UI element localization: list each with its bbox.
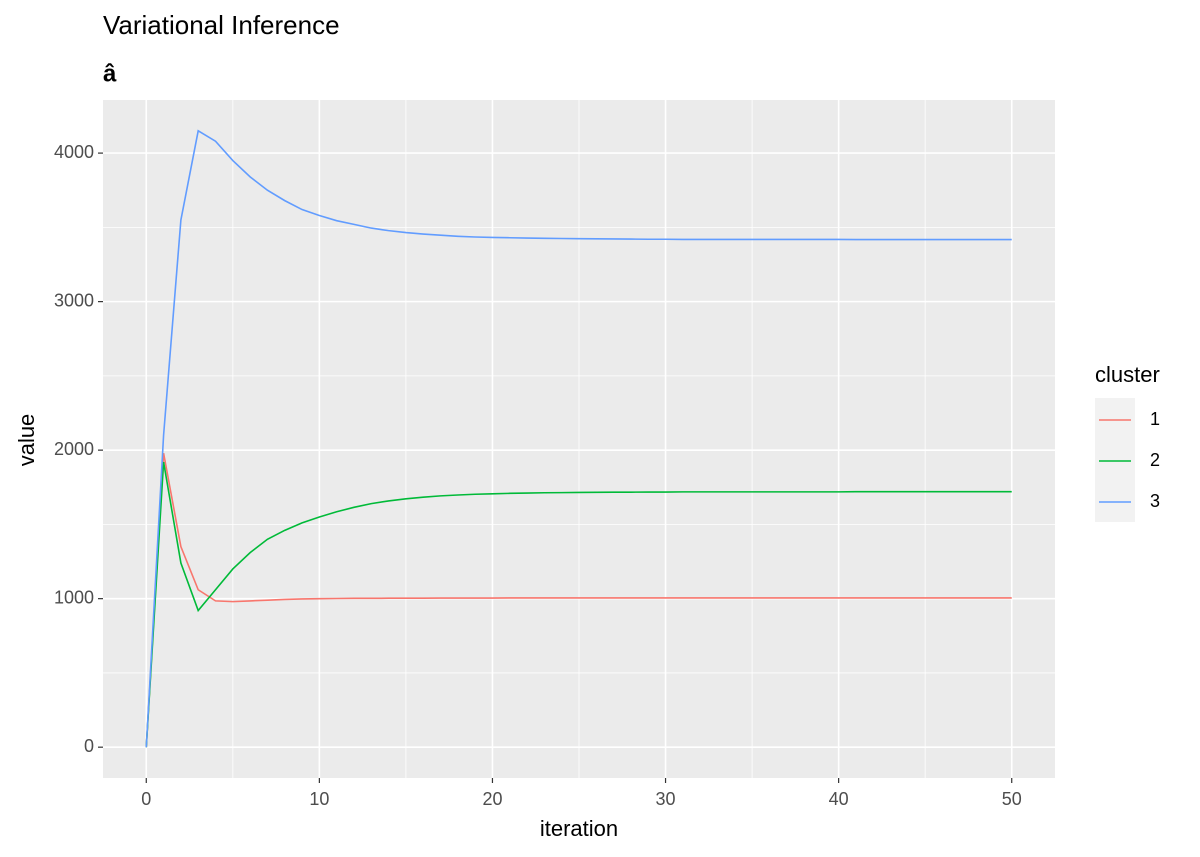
x-tick-label: 50 (1002, 789, 1022, 809)
series-line (145, 461, 1012, 748)
x-tick-label: 10 (309, 789, 329, 809)
legend-label: 1 (1150, 409, 1160, 429)
chart-subtitle: â (103, 60, 117, 87)
legend-label: 2 (1150, 450, 1160, 470)
x-tick-label: 40 (829, 789, 849, 809)
y-tick-label: 4000 (54, 142, 94, 162)
y-tick-label: 0 (84, 736, 94, 756)
y-tick-label: 3000 (54, 290, 94, 310)
series-line (145, 129, 1012, 748)
y-axis-title: value (14, 414, 39, 467)
x-tick-label: 30 (656, 789, 676, 809)
legend-keys-bg (1095, 398, 1135, 522)
y-tick-label: 1000 (54, 587, 94, 607)
x-axis-title: iteration (540, 816, 618, 841)
chart-title: Variational Inference (103, 10, 340, 40)
series-line (145, 452, 1012, 748)
legend-title: cluster (1095, 362, 1160, 387)
y-tick-label: 2000 (54, 439, 94, 459)
legend-label: 3 (1150, 491, 1160, 511)
x-tick-label: 0 (141, 789, 151, 809)
x-tick-label: 20 (482, 789, 502, 809)
